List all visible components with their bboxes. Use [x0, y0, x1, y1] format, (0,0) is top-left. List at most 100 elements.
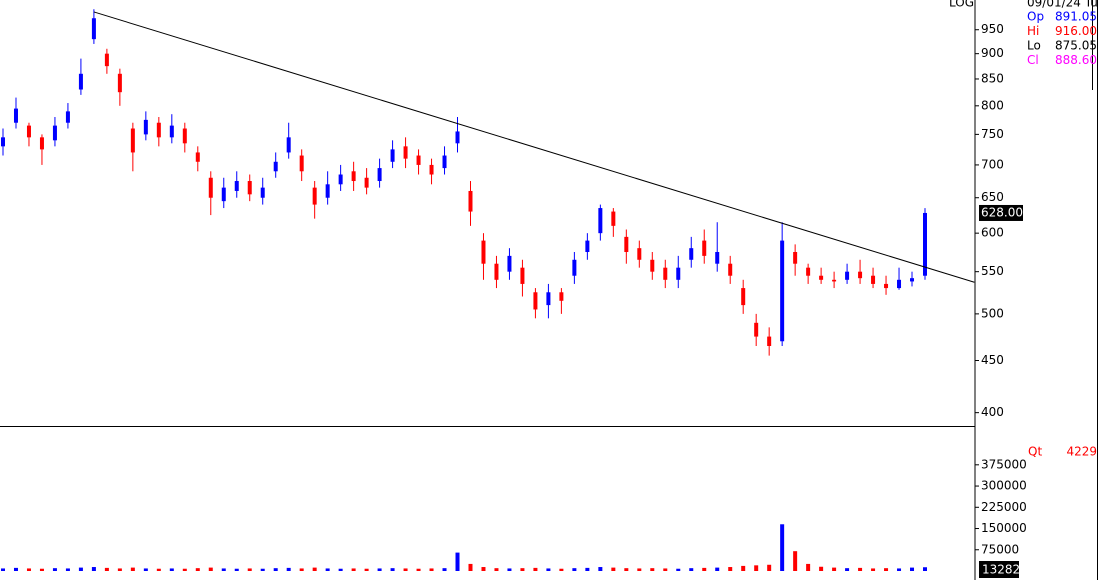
candle-body	[689, 248, 694, 260]
candle-body	[234, 181, 239, 191]
candle-body	[117, 73, 122, 93]
volume-bar	[351, 568, 356, 571]
info-name: Hi	[1027, 24, 1039, 38]
candle-body	[325, 184, 330, 198]
scale-label: LOG	[949, 0, 974, 10]
volume-bar	[611, 567, 616, 571]
volume-bar	[429, 568, 434, 571]
candle-body	[182, 128, 187, 144]
candle-body	[130, 128, 135, 153]
y-tick-label: 500	[981, 306, 1004, 320]
volume-bar	[208, 567, 213, 571]
candle-body	[442, 155, 447, 169]
volume-bar	[897, 568, 902, 571]
volume-bar	[585, 567, 590, 571]
volume-bar	[338, 568, 343, 571]
volume-bar	[533, 567, 538, 571]
y-tick-label: 450	[981, 353, 1004, 367]
candle-body	[39, 137, 44, 150]
candle-body	[338, 174, 343, 185]
volume-bar	[546, 568, 551, 571]
volume-tick-label: 225000	[981, 500, 1027, 514]
candle-body	[572, 259, 577, 276]
volume-bar	[468, 563, 473, 571]
volume-bar	[221, 568, 226, 571]
candle-body	[520, 267, 525, 284]
candle-body	[273, 161, 278, 172]
volume-bar	[572, 568, 577, 571]
candle-body	[702, 240, 707, 256]
volume-bar	[494, 568, 499, 571]
last-price-label: 628.00	[981, 205, 1023, 219]
info-name: Lo	[1027, 39, 1041, 53]
candle-body	[819, 275, 824, 280]
candle-body	[247, 181, 252, 195]
candle-body	[364, 177, 369, 188]
volume-bar	[195, 568, 200, 571]
volume-bar	[260, 568, 265, 571]
candle-body	[377, 168, 382, 182]
volume-tick-label: 150000	[981, 521, 1027, 535]
candle-body	[390, 149, 395, 162]
volume-bar	[689, 568, 694, 571]
candle-body	[546, 292, 551, 306]
info-value: 916.00	[1055, 24, 1097, 38]
volume-bar	[806, 563, 811, 571]
candle-body	[286, 137, 291, 153]
candle-body	[507, 255, 512, 272]
qt-name: Qt	[1028, 445, 1042, 459]
candle-body	[299, 155, 304, 172]
y-tick-label: 750	[981, 127, 1004, 141]
volume-bar	[520, 568, 525, 571]
candle-body	[78, 73, 83, 90]
volume-bar	[871, 568, 876, 571]
candle-body	[416, 155, 421, 165]
last-price-box	[979, 204, 1023, 221]
y-tick-label: 800	[981, 98, 1004, 112]
volume-tick-label: 300000	[981, 479, 1027, 493]
volume-bar	[234, 568, 239, 571]
candle-body	[806, 267, 811, 276]
volume-bar	[728, 567, 733, 571]
candle-body	[897, 279, 902, 289]
candle-body	[728, 263, 733, 276]
volume-bar	[741, 565, 746, 571]
volume-bar	[273, 568, 278, 571]
y-tick-label: 850	[981, 71, 1004, 85]
volume-bar	[507, 568, 512, 571]
candle-body	[1, 137, 5, 147]
volume-bar	[858, 567, 863, 571]
volume-bar	[104, 567, 109, 571]
candle-body	[923, 212, 927, 276]
candle-body	[559, 292, 564, 301]
candle-body	[169, 125, 174, 138]
info-value: 875.05	[1055, 39, 1097, 53]
y-tick-label: 600	[981, 226, 1004, 240]
candle-body	[481, 240, 486, 264]
candle-body	[780, 240, 785, 342]
volume-bar	[78, 567, 83, 571]
volume-bar	[650, 568, 655, 571]
volume-bar	[598, 567, 603, 571]
candle-body	[871, 275, 876, 284]
candle-body	[91, 18, 96, 40]
volume-bar	[663, 568, 668, 571]
volume-bar	[143, 568, 148, 571]
candle-body	[845, 271, 850, 280]
candle-body	[312, 187, 317, 205]
volume-bar	[169, 568, 174, 571]
candle-body	[455, 131, 460, 144]
candle-body	[52, 125, 57, 141]
candle-body	[533, 292, 538, 310]
info-value: 888.60	[1055, 53, 1097, 67]
volume-bar	[91, 567, 96, 571]
candle-body	[195, 152, 200, 162]
volume-bar	[65, 568, 70, 571]
volume-bar	[247, 568, 252, 571]
candle-body	[260, 187, 265, 198]
candle-body	[143, 119, 148, 135]
candle-body	[468, 190, 473, 212]
info-name: Cl	[1027, 53, 1039, 67]
y-tick-label: 650	[981, 190, 1004, 204]
